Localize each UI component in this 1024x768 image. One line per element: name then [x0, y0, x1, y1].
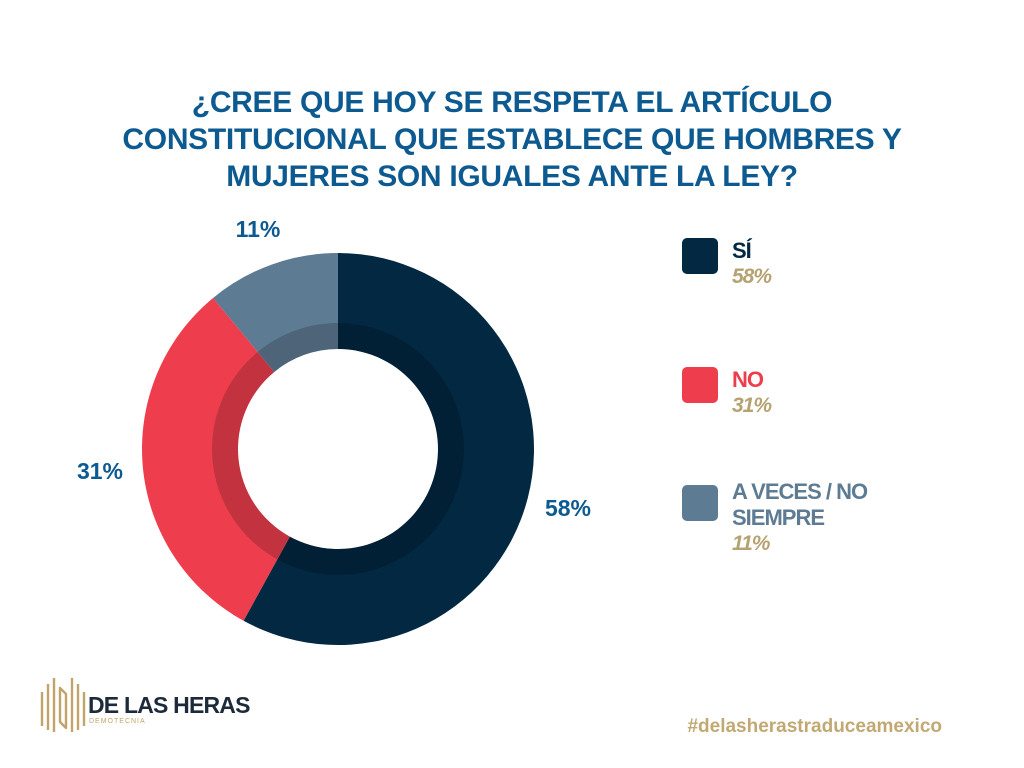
legend-label: A VECES / NO SIEMPRE: [732, 479, 868, 530]
legend-swatch: [682, 367, 718, 403]
donut-slice: [213, 253, 338, 372]
legend-value: 58%: [732, 265, 772, 288]
donut-slice: [243, 253, 534, 646]
legend-text: A VECES / NO SIEMPRE 11%: [732, 479, 912, 557]
legend-swatch: [682, 485, 718, 521]
de-las-heras-logo: DE LAS HERAS DEMOTECNIA: [38, 674, 258, 736]
title-line: CONSTITUCIONAL QUE ESTABLECE QUE HOMBRES…: [122, 123, 902, 156]
legend-value: 11%: [732, 532, 770, 555]
legend-text: SÍ 58%: [732, 238, 972, 290]
legend-swatch: [682, 238, 718, 274]
legend-label: SÍ: [732, 238, 752, 263]
logo-subtitle: DEMOTECNIA: [89, 718, 146, 725]
data-label: 58%: [545, 495, 591, 521]
donut-hole: [241, 350, 437, 546]
logo-name: DE LAS HERAS: [88, 692, 250, 718]
chart-title: ¿CREE QUE HOY SE RESPETA EL ARTÍCULO CON…: [100, 84, 924, 195]
donut-slice-shade: [257, 323, 338, 372]
donut-slice: [141, 297, 290, 621]
legend-text: NO 31%: [732, 367, 972, 419]
data-label: 31%: [77, 458, 123, 484]
building-columns-logo-icon: [40, 678, 86, 732]
hashtag: #delasherastraduceamexico: [687, 716, 942, 737]
data-label: 11%: [236, 216, 281, 242]
donut-slice-shade: [212, 351, 290, 560]
title-line: ¿CREE QUE HOY SE RESPETA EL ARTÍCULO: [191, 86, 833, 119]
title-line: MUJERES SON IGUALES ANTE LA LEY?: [226, 160, 798, 193]
legend-value: 31%: [732, 394, 772, 417]
donut-slice-shade: [277, 323, 465, 575]
legend-label: NO: [732, 367, 764, 392]
